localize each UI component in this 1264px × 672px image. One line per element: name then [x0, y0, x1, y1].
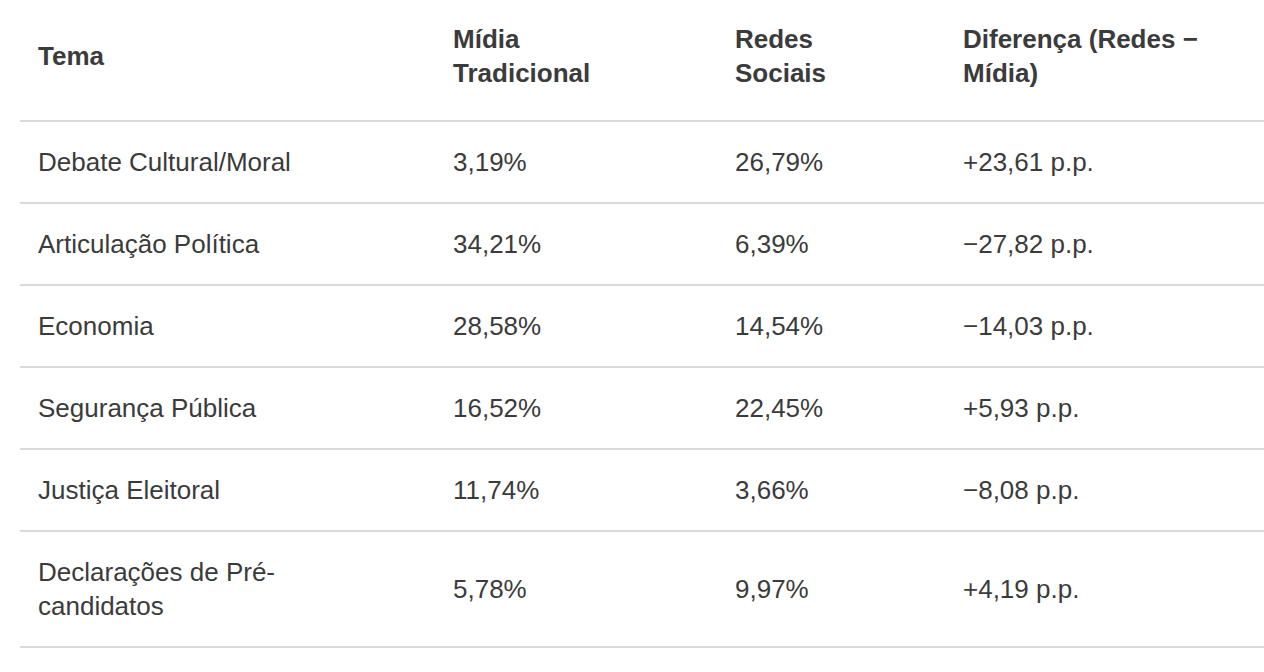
- cell-redes-sociais: 6,39%: [735, 203, 963, 285]
- cell-redes-sociais: 22,45%: [735, 367, 963, 449]
- cell-diferenca: +23,61 p.p.: [963, 121, 1264, 203]
- table-row: Debate Cultural/Moral 3,19% 26,79% +23,6…: [20, 121, 1264, 203]
- header-row: Tema Mídia Tradicional Redes Sociais Dif…: [20, 0, 1264, 121]
- cell-diferenca: +5,93 p.p.: [963, 367, 1264, 449]
- column-header-diferenca: Diferença (Redes − Mídia): [963, 0, 1264, 121]
- cell-tema: Segurança Pública: [20, 367, 453, 449]
- cell-tema: Justiça Eleitoral: [20, 449, 453, 531]
- cell-midia-tradicional: 28,58%: [453, 285, 735, 367]
- table-row: Justiça Eleitoral 11,74% 3,66% −8,08 p.p…: [20, 449, 1264, 531]
- column-header-midia-tradicional: Mídia Tradicional: [453, 0, 735, 121]
- cell-tema: Declarações de Pré- candidatos: [20, 531, 453, 647]
- cell-diferenca: −8,08 p.p.: [963, 449, 1264, 531]
- cell-redes-sociais: 9,97%: [735, 531, 963, 647]
- media-topics-table: Tema Mídia Tradicional Redes Sociais Dif…: [20, 0, 1264, 648]
- cell-redes-sociais: 14,54%: [735, 285, 963, 367]
- cell-diferenca: +4,19 p.p.: [963, 531, 1264, 647]
- cell-midia-tradicional: 5,78%: [453, 531, 735, 647]
- table-row: Declarações de Pré- candidatos 5,78% 9,9…: [20, 531, 1264, 647]
- cell-tema: Articulação Política: [20, 203, 453, 285]
- table-row: Segurança Pública 16,52% 22,45% +5,93 p.…: [20, 367, 1264, 449]
- cell-diferenca: −27,82 p.p.: [963, 203, 1264, 285]
- cell-midia-tradicional: 3,19%: [453, 121, 735, 203]
- table-row: Economia 28,58% 14,54% −14,03 p.p.: [20, 285, 1264, 367]
- cell-midia-tradicional: 34,21%: [453, 203, 735, 285]
- cell-redes-sociais: 26,79%: [735, 121, 963, 203]
- cell-redes-sociais: 3,66%: [735, 449, 963, 531]
- cell-tema: Economia: [20, 285, 453, 367]
- cell-midia-tradicional: 11,74%: [453, 449, 735, 531]
- cell-midia-tradicional: 16,52%: [453, 367, 735, 449]
- table-row: Articulação Política 34,21% 6,39% −27,82…: [20, 203, 1264, 285]
- column-header-tema: Tema: [20, 0, 453, 121]
- column-header-redes-sociais: Redes Sociais: [735, 0, 963, 121]
- media-topics-table-container: Tema Mídia Tradicional Redes Sociais Dif…: [20, 0, 1264, 648]
- cell-tema: Debate Cultural/Moral: [20, 121, 453, 203]
- cell-diferenca: −14,03 p.p.: [963, 285, 1264, 367]
